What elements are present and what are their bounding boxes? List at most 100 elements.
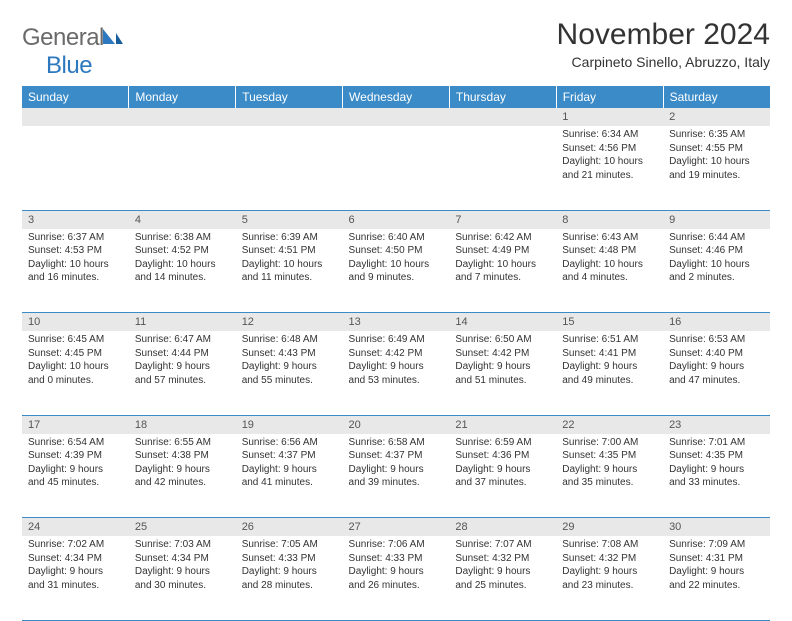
sunrise-text: Sunrise: 6:53 AM — [669, 333, 764, 347]
sunset-text: Sunset: 4:44 PM — [135, 347, 230, 361]
day-cell: Sunrise: 7:06 AMSunset: 4:33 PMDaylight:… — [343, 536, 450, 620]
sunrise-text: Sunrise: 6:35 AM — [669, 128, 764, 142]
day-cell: Sunrise: 7:05 AMSunset: 4:33 PMDaylight:… — [236, 536, 343, 620]
daylight-text: and 42 minutes. — [135, 476, 230, 490]
sunrise-text: Sunrise: 6:58 AM — [349, 436, 444, 450]
day-number-cell: 28 — [449, 518, 556, 537]
daylight-text: Daylight: 9 hours — [242, 565, 337, 579]
day-cell — [22, 126, 129, 210]
daylight-text: and 25 minutes. — [455, 579, 550, 593]
weekday-header: Wednesday — [343, 86, 450, 108]
daylight-text: Daylight: 9 hours — [562, 360, 657, 374]
day-number-cell: 7 — [449, 210, 556, 229]
day-number-cell: 12 — [236, 313, 343, 332]
daylight-text: Daylight: 9 hours — [349, 463, 444, 477]
day-cell — [449, 126, 556, 210]
day-number-cell: 22 — [556, 415, 663, 434]
day-cell-inner: Sunrise: 6:38 AMSunset: 4:52 PMDaylight:… — [129, 229, 236, 289]
sunrise-text: Sunrise: 7:05 AM — [242, 538, 337, 552]
daylight-text: Daylight: 9 hours — [135, 565, 230, 579]
weekday-header: Friday — [556, 86, 663, 108]
daylight-text: and 57 minutes. — [135, 374, 230, 388]
day-cell-inner: Sunrise: 6:53 AMSunset: 4:40 PMDaylight:… — [663, 331, 770, 391]
sunset-text: Sunset: 4:31 PM — [669, 552, 764, 566]
day-cell-inner: Sunrise: 7:00 AMSunset: 4:35 PMDaylight:… — [556, 434, 663, 494]
daylight-text: and 55 minutes. — [242, 374, 337, 388]
weekday-header: Tuesday — [236, 86, 343, 108]
daylight-text: and 2 minutes. — [669, 271, 764, 285]
daylight-text: and 0 minutes. — [28, 374, 123, 388]
sunrise-text: Sunrise: 6:44 AM — [669, 231, 764, 245]
sunrise-text: Sunrise: 6:56 AM — [242, 436, 337, 450]
sunrise-text: Sunrise: 6:59 AM — [455, 436, 550, 450]
day-cell: Sunrise: 6:48 AMSunset: 4:43 PMDaylight:… — [236, 331, 343, 415]
sunset-text: Sunset: 4:33 PM — [349, 552, 444, 566]
daylight-text: Daylight: 10 hours — [28, 360, 123, 374]
day-number-cell — [236, 108, 343, 126]
daylight-text: and 11 minutes. — [242, 271, 337, 285]
sunset-text: Sunset: 4:51 PM — [242, 244, 337, 258]
brand-logo: General Blue — [22, 24, 124, 80]
day-cell-inner: Sunrise: 7:08 AMSunset: 4:32 PMDaylight:… — [556, 536, 663, 596]
day-cell-inner: Sunrise: 6:45 AMSunset: 4:45 PMDaylight:… — [22, 331, 129, 391]
daylight-text: and 49 minutes. — [562, 374, 657, 388]
sunset-text: Sunset: 4:50 PM — [349, 244, 444, 258]
sunrise-text: Sunrise: 7:00 AM — [562, 436, 657, 450]
day-number-cell — [129, 108, 236, 126]
day-number-cell: 2 — [663, 108, 770, 126]
sunrise-text: Sunrise: 6:55 AM — [135, 436, 230, 450]
day-number-cell: 25 — [129, 518, 236, 537]
daylight-text: Daylight: 9 hours — [135, 360, 230, 374]
sunset-text: Sunset: 4:37 PM — [349, 449, 444, 463]
day-cell: Sunrise: 6:58 AMSunset: 4:37 PMDaylight:… — [343, 434, 450, 518]
daylight-text: and 14 minutes. — [135, 271, 230, 285]
daylight-text: Daylight: 9 hours — [242, 463, 337, 477]
day-cell: Sunrise: 6:53 AMSunset: 4:40 PMDaylight:… — [663, 331, 770, 415]
daylight-text: Daylight: 9 hours — [242, 360, 337, 374]
daylight-text: Daylight: 9 hours — [28, 565, 123, 579]
daylight-text: Daylight: 9 hours — [28, 463, 123, 477]
day-cell: Sunrise: 7:02 AMSunset: 4:34 PMDaylight:… — [22, 536, 129, 620]
day-number-cell: 15 — [556, 313, 663, 332]
day-cell: Sunrise: 6:51 AMSunset: 4:41 PMDaylight:… — [556, 331, 663, 415]
day-cell-inner: Sunrise: 6:47 AMSunset: 4:44 PMDaylight:… — [129, 331, 236, 391]
sunset-text: Sunset: 4:49 PM — [455, 244, 550, 258]
sunrise-text: Sunrise: 6:40 AM — [349, 231, 444, 245]
weekday-header: Thursday — [449, 86, 556, 108]
day-number-cell: 9 — [663, 210, 770, 229]
day-cell: Sunrise: 6:34 AMSunset: 4:56 PMDaylight:… — [556, 126, 663, 210]
sunset-text: Sunset: 4:36 PM — [455, 449, 550, 463]
day-cell-inner: Sunrise: 6:43 AMSunset: 4:48 PMDaylight:… — [556, 229, 663, 289]
sunset-text: Sunset: 4:48 PM — [562, 244, 657, 258]
day-cell-inner: Sunrise: 7:09 AMSunset: 4:31 PMDaylight:… — [663, 536, 770, 596]
day-cell: Sunrise: 6:56 AMSunset: 4:37 PMDaylight:… — [236, 434, 343, 518]
daylight-text: and 33 minutes. — [669, 476, 764, 490]
day-cell-inner: Sunrise: 6:49 AMSunset: 4:42 PMDaylight:… — [343, 331, 450, 391]
daylight-text: and 23 minutes. — [562, 579, 657, 593]
day-cell-inner: Sunrise: 6:55 AMSunset: 4:38 PMDaylight:… — [129, 434, 236, 494]
sunrise-text: Sunrise: 6:45 AM — [28, 333, 123, 347]
sunset-text: Sunset: 4:33 PM — [242, 552, 337, 566]
day-cell: Sunrise: 6:37 AMSunset: 4:53 PMDaylight:… — [22, 229, 129, 313]
sunrise-text: Sunrise: 6:47 AM — [135, 333, 230, 347]
daylight-text: and 21 minutes. — [562, 169, 657, 183]
day-cell-inner: Sunrise: 6:59 AMSunset: 4:36 PMDaylight:… — [449, 434, 556, 494]
daylight-text: Daylight: 10 hours — [242, 258, 337, 272]
day-cell — [129, 126, 236, 210]
sunset-text: Sunset: 4:38 PM — [135, 449, 230, 463]
calendar-table: Sunday Monday Tuesday Wednesday Thursday… — [22, 86, 770, 621]
day-cell: Sunrise: 6:40 AMSunset: 4:50 PMDaylight:… — [343, 229, 450, 313]
daylight-text: and 35 minutes. — [562, 476, 657, 490]
sunrise-text: Sunrise: 6:51 AM — [562, 333, 657, 347]
daylight-text: and 9 minutes. — [349, 271, 444, 285]
day-cell: Sunrise: 7:07 AMSunset: 4:32 PMDaylight:… — [449, 536, 556, 620]
day-number-cell: 8 — [556, 210, 663, 229]
daylight-text: and 41 minutes. — [242, 476, 337, 490]
day-cell-inner: Sunrise: 7:06 AMSunset: 4:33 PMDaylight:… — [343, 536, 450, 596]
daylight-text: and 53 minutes. — [349, 374, 444, 388]
sunrise-text: Sunrise: 6:39 AM — [242, 231, 337, 245]
sunrise-text: Sunrise: 7:06 AM — [349, 538, 444, 552]
day-number-cell: 4 — [129, 210, 236, 229]
day-cell: Sunrise: 6:59 AMSunset: 4:36 PMDaylight:… — [449, 434, 556, 518]
day-cell-inner: Sunrise: 6:56 AMSunset: 4:37 PMDaylight:… — [236, 434, 343, 494]
